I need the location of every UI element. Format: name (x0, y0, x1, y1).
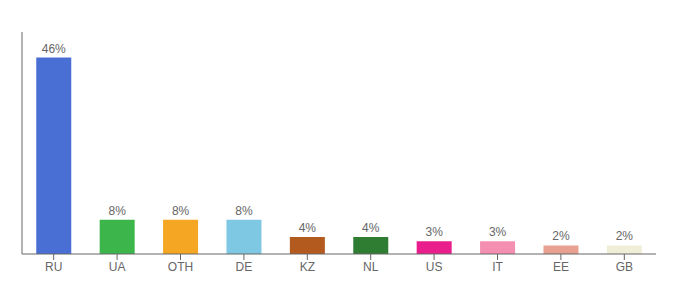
svg-text:8%: 8% (235, 204, 253, 218)
svg-text:EE: EE (553, 260, 569, 274)
svg-text:8%: 8% (108, 204, 126, 218)
svg-text:3%: 3% (489, 225, 507, 239)
svg-text:2%: 2% (552, 229, 570, 243)
svg-text:GB: GB (616, 260, 633, 274)
svg-text:DE: DE (236, 260, 253, 274)
svg-text:4%: 4% (362, 221, 380, 235)
svg-text:NL: NL (363, 260, 379, 274)
svg-text:4%: 4% (299, 221, 317, 235)
svg-text:US: US (426, 260, 443, 274)
svg-text:46%: 46% (42, 42, 66, 56)
svg-text:RU: RU (45, 260, 62, 274)
svg-text:2%: 2% (616, 229, 634, 243)
svg-text:KZ: KZ (300, 260, 315, 274)
svg-text:3%: 3% (425, 225, 443, 239)
svg-text:IT: IT (492, 260, 503, 274)
svg-text:8%: 8% (172, 204, 190, 218)
svg-text:UA: UA (109, 260, 126, 274)
svg-text:OTH: OTH (168, 260, 193, 274)
